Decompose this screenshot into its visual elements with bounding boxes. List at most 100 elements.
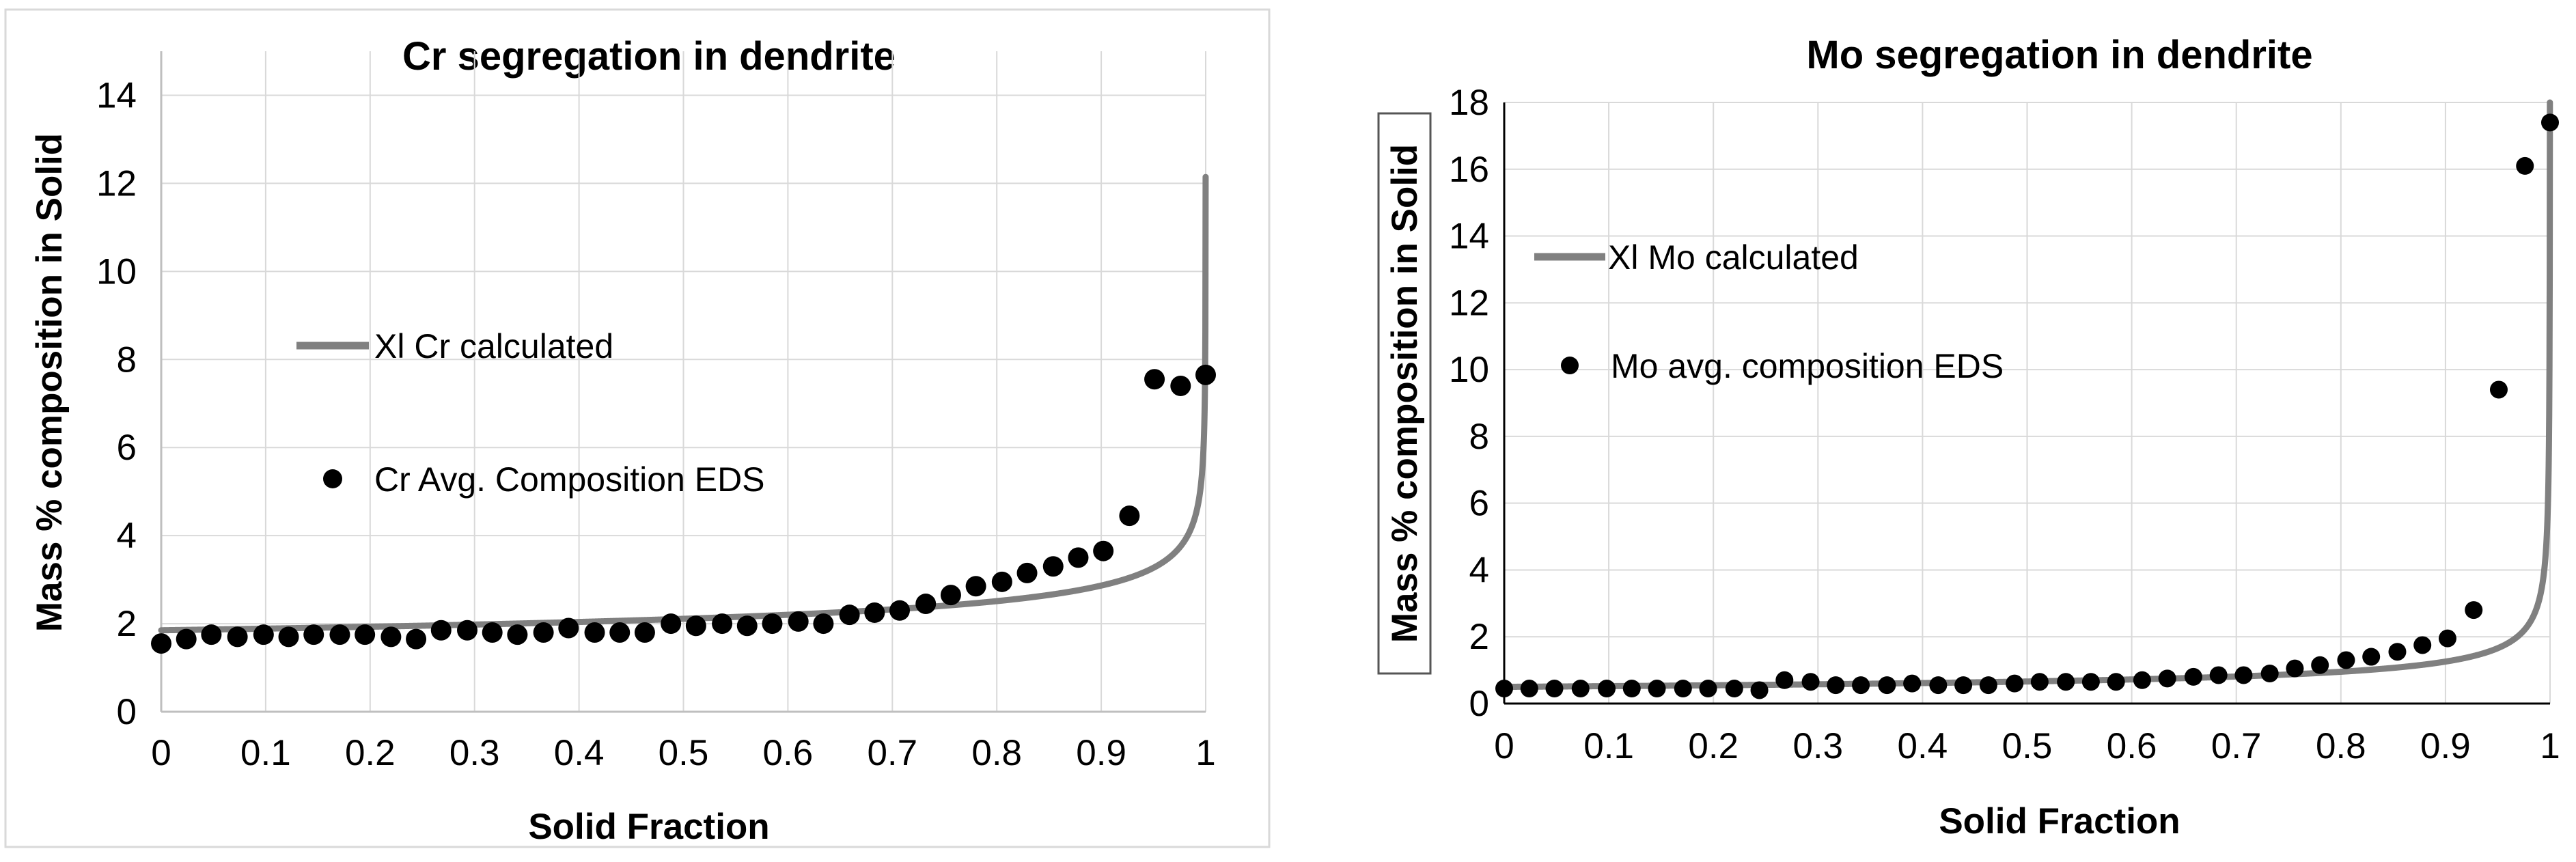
eds-data-point [864, 602, 885, 623]
legend-label-line: Xl Cr calculated [374, 327, 613, 365]
eds-data-point [507, 624, 528, 645]
x-tick-label: 0.2 [345, 733, 396, 773]
eds-data-point [1093, 540, 1114, 561]
legend-label-line: Xl Mo calculated [1608, 238, 1859, 277]
y-axis-label: Mass % composition in Solid [1385, 144, 1425, 643]
x-tick-label: 1 [2540, 726, 2560, 766]
x-tick-label: 0.6 [763, 733, 814, 773]
eds-data-point [915, 594, 937, 615]
eds-data-point [609, 622, 631, 643]
eds-data-point [1827, 676, 1845, 695]
y-tick-label: 8 [117, 339, 137, 380]
eds-data-point [406, 628, 427, 650]
eds-data-point [482, 622, 503, 643]
eds-data-point [940, 585, 961, 606]
x-tick-label: 1 [1195, 733, 1215, 773]
eds-data-point [2362, 648, 2381, 666]
eds-data-point [1750, 681, 1769, 699]
eds-data-point [355, 624, 376, 645]
eds-data-point [2057, 673, 2075, 691]
eds-data-point [661, 613, 682, 635]
eds-data-point [2209, 666, 2228, 684]
eds-data-point [176, 628, 197, 650]
y-tick-label: 0 [117, 692, 137, 732]
x-tick-label: 0.7 [867, 733, 917, 773]
eds-data-point [2030, 673, 2049, 691]
y-tick-label: 12 [1449, 283, 1489, 323]
chart-frame [4, 8, 1271, 848]
eds-data-point [430, 620, 452, 641]
eds-data-point [2107, 673, 2125, 691]
x-tick-label: 0.5 [659, 733, 709, 773]
eds-data-point [788, 611, 809, 632]
eds-data-point [1622, 680, 1641, 697]
eds-data-point [2438, 629, 2456, 648]
x-tick-label: 0.9 [2420, 726, 2471, 766]
y-tick-label: 16 [1449, 150, 1489, 190]
eds-data-point [2516, 156, 2534, 175]
cr-chart-panel: Cr segregation in dendrite 0 0.1 0.2 0.3 0.4… [0, 0, 1277, 859]
eds-data-point [1878, 676, 1896, 695]
eds-data-point [1903, 674, 1922, 693]
eds-data-point [2337, 651, 2355, 669]
eds-data-point [1545, 680, 1564, 697]
eds-data-point [991, 571, 1012, 592]
eds-data-point [2133, 671, 2151, 689]
eds-data-point [1598, 680, 1616, 697]
x-tick-label: 0.3 [449, 733, 500, 773]
eds-data-point [1571, 680, 1590, 697]
y-tick-label: 2 [117, 604, 137, 644]
x-tick-label: 0.1 [1583, 726, 1634, 766]
eds-data-point [1979, 676, 1997, 695]
x-tick-label: 0.1 [240, 733, 291, 773]
y-tick-label: 10 [1449, 350, 1489, 390]
eds-data-point [762, 613, 783, 635]
eds-data-point [1954, 676, 1973, 695]
eds-data-point [889, 600, 911, 621]
eds-data-point [2081, 673, 2100, 691]
eds-data-point [813, 613, 834, 635]
eds-data-point [1042, 556, 1064, 577]
x-tick-label: 0.3 [1792, 726, 1843, 766]
legend: Xl Mo calculated Mo avg. composition EDS [1534, 238, 2004, 385]
y-tick-label: 4 [1469, 550, 1489, 590]
eds-data-point [1674, 680, 1692, 697]
legend-marker-swatch [1561, 357, 1579, 374]
eds-data-point [329, 624, 350, 645]
x-tick-label: 0.6 [2107, 726, 2157, 766]
x-tick-label: 0.2 [1688, 726, 1739, 766]
x-tick-label: 0.8 [971, 733, 1022, 773]
legend-label-scatter: Mo avg. composition EDS [1611, 347, 2004, 385]
eds-data-point [2465, 601, 2483, 620]
eds-data-point [2006, 674, 2024, 693]
eds-data-point [2260, 665, 2279, 682]
eds-data-point [685, 615, 706, 637]
eds-data-point [839, 604, 860, 626]
eds-data-point [1725, 680, 1743, 697]
eds-data-point [634, 622, 655, 643]
eds-data-point [1520, 680, 1538, 697]
y-tick-label: 14 [1449, 217, 1489, 257]
eds-data-point [303, 624, 324, 645]
eds-data-point [253, 624, 274, 645]
y-tick-label: 6 [117, 428, 137, 468]
eds-data-point [1775, 671, 1794, 689]
y-axis-label-box [1377, 112, 1432, 675]
eds-data-point [1119, 505, 1140, 527]
eds-data-point [456, 620, 477, 641]
eds-data-point [2286, 659, 2304, 678]
y-tick-label: 14 [96, 75, 137, 115]
eds-data-point [533, 622, 554, 643]
cr-chart: Cr segregation in dendrite 0 0.1 0.2 0.3 0.4… [4, 8, 1271, 848]
x-tick-label: 0.4 [554, 733, 605, 773]
eds-data-point [227, 626, 248, 648]
x-tick-label: 0.4 [1898, 726, 1948, 766]
eds-data-point [1144, 369, 1165, 390]
x-axis-label: Solid Fraction [1939, 801, 2180, 842]
eds-data-point [2413, 636, 2432, 654]
x-tick-label: 0.7 [2211, 726, 2262, 766]
eds-data-point [1648, 680, 1666, 697]
mo-chart-panel: Mo segregation in dendrite 0 0.1 0.2 0.3 0.4… [1298, 0, 2576, 859]
eds-data-point [2541, 113, 2559, 132]
eds-data-point [1699, 680, 1717, 697]
